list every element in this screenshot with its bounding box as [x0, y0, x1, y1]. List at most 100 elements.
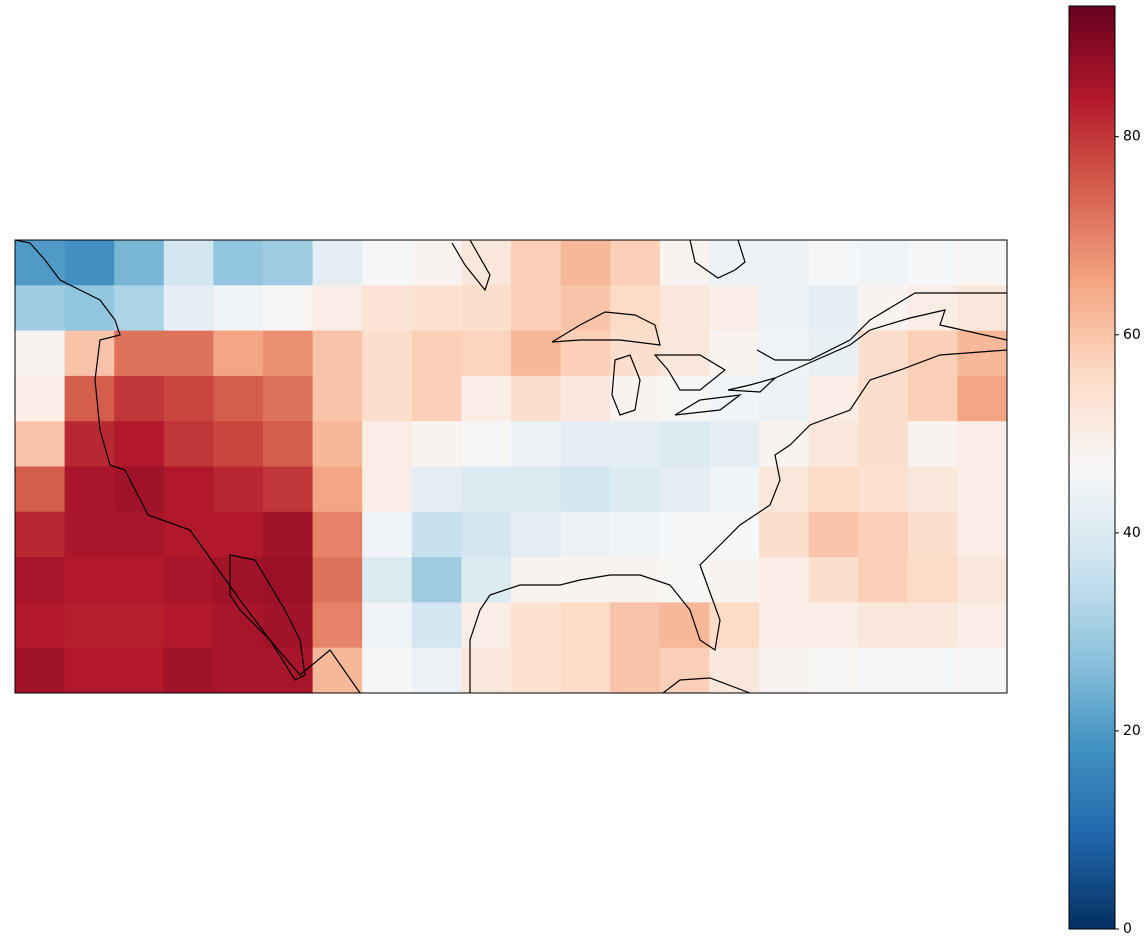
cell [759, 285, 810, 332]
cell [858, 240, 909, 286]
cell [907, 647, 958, 694]
cell [411, 602, 462, 649]
cell [263, 557, 314, 603]
colorbar-tick-label: 60 [1123, 327, 1141, 343]
island [451, 240, 491, 292]
colorbar-gradient [1068, 5, 1116, 930]
cell [263, 240, 314, 286]
cell [15, 602, 66, 649]
colorbar: 0 20 40 60 80 [1068, 5, 1141, 937]
cell [461, 647, 512, 694]
cell [114, 557, 165, 603]
cell [461, 466, 512, 513]
cell [759, 240, 810, 286]
cell [907, 240, 958, 286]
cell [957, 466, 1008, 513]
cell [907, 466, 958, 513]
cell [659, 647, 710, 694]
heatmap [15, 240, 1008, 694]
cell [263, 375, 314, 422]
cell [213, 557, 264, 603]
cell [15, 466, 66, 513]
cell [511, 557, 562, 603]
cell [213, 240, 264, 286]
cell [560, 466, 611, 513]
cell [64, 240, 115, 286]
cell [709, 240, 760, 286]
cell [15, 240, 66, 286]
cell [263, 285, 314, 332]
cell [907, 285, 958, 332]
cell [163, 647, 214, 694]
cell [511, 240, 562, 286]
cell [957, 375, 1008, 422]
cell [858, 330, 909, 377]
cell [511, 375, 562, 422]
cell [114, 602, 165, 649]
cell [263, 511, 314, 558]
cell [511, 330, 562, 377]
cell [957, 511, 1008, 558]
cell [759, 602, 810, 649]
st-lawrence-south [774, 309, 1007, 379]
cell [213, 421, 264, 467]
cell [808, 285, 859, 332]
cell [312, 602, 363, 649]
cell [362, 557, 413, 603]
cell [759, 511, 810, 558]
cell [163, 602, 214, 649]
colorbar-tick-label: 40 [1123, 525, 1141, 541]
east-coast [469, 349, 1007, 693]
cell [163, 557, 214, 603]
cell [858, 375, 909, 422]
cell [560, 557, 611, 603]
cell [163, 511, 214, 558]
cell [858, 511, 909, 558]
cell [411, 285, 462, 332]
cell [659, 466, 710, 513]
cell [610, 240, 661, 286]
cell [759, 647, 810, 694]
cell [709, 647, 760, 694]
cell [213, 375, 264, 422]
cell [907, 330, 958, 377]
cell [808, 602, 859, 649]
cell [709, 330, 760, 377]
cell [213, 647, 264, 694]
cell [659, 511, 710, 558]
cell [411, 511, 462, 558]
cell [858, 466, 909, 513]
cell [114, 466, 165, 513]
cell [213, 511, 264, 558]
cell [15, 330, 66, 377]
cell [461, 602, 512, 649]
cell [610, 511, 661, 558]
cell [411, 330, 462, 377]
west-coast [15, 240, 361, 693]
cell [610, 421, 661, 467]
cell [858, 557, 909, 603]
cell [907, 557, 958, 603]
cell [213, 285, 264, 332]
cuba [662, 677, 751, 693]
cell [64, 375, 115, 422]
cell [759, 421, 810, 467]
cell [263, 421, 314, 467]
cell [511, 466, 562, 513]
cell [411, 375, 462, 422]
cell [114, 285, 165, 332]
cell [560, 602, 611, 649]
cell [560, 240, 611, 286]
cell [312, 375, 363, 422]
cell [709, 466, 760, 513]
cell [957, 557, 1008, 603]
cell [511, 511, 562, 558]
cell [263, 602, 314, 649]
cell [15, 511, 66, 558]
cell [461, 330, 512, 377]
cell [362, 285, 413, 332]
cell [907, 375, 958, 422]
cell [461, 511, 512, 558]
cell [560, 375, 611, 422]
cell [808, 647, 859, 694]
